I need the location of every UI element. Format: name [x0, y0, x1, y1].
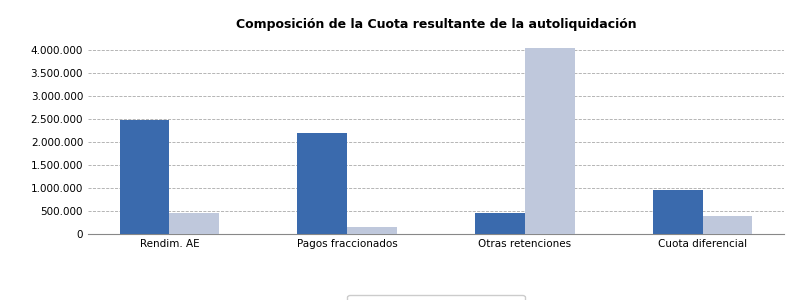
Bar — [525, 47, 574, 234]
Title: Composición de la Cuota resultante de la autoliquidación: Composición de la Cuota resultante de la… — [236, 18, 636, 31]
Bar — [653, 190, 702, 234]
Bar — [702, 216, 752, 234]
Bar — [298, 133, 347, 234]
Bar — [475, 213, 525, 234]
Bar — [347, 226, 397, 234]
Legend: Principal, Secundaria: Principal, Secundaria — [347, 295, 525, 300]
Bar — [120, 120, 170, 234]
Bar — [170, 213, 219, 234]
